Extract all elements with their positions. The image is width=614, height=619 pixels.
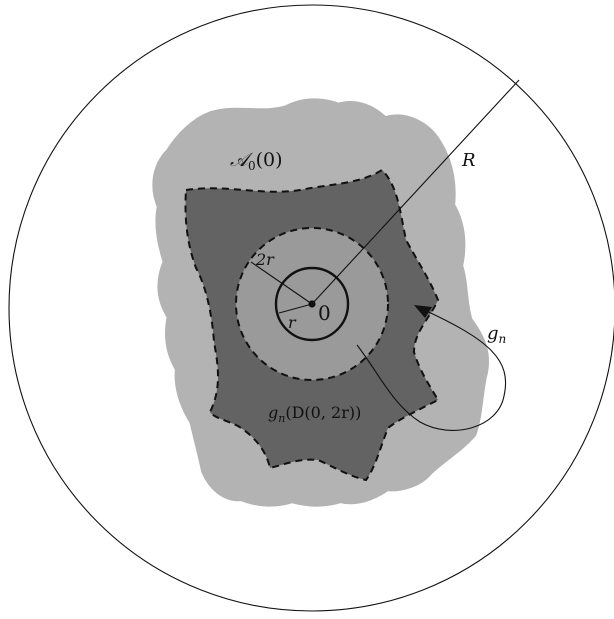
origin-point <box>308 300 316 308</box>
attractor-label: 𝒜0(0) <box>230 149 283 173</box>
big-radius-label: R <box>461 150 476 171</box>
small-radius-label: r <box>288 313 297 332</box>
double-radius-label: 2r <box>255 250 275 269</box>
map-arrow-curve <box>356 307 506 431</box>
outer-circle <box>8 4 614 612</box>
double-radius-line <box>250 261 313 305</box>
map-arrow-head <box>414 305 432 318</box>
origin-label: 0 <box>318 301 331 325</box>
map-label: gn <box>487 323 506 346</box>
big-radius-line <box>311 79 520 305</box>
image-label: gn(D(0, 2r)) <box>268 403 361 425</box>
small-radius-line <box>278 303 313 314</box>
